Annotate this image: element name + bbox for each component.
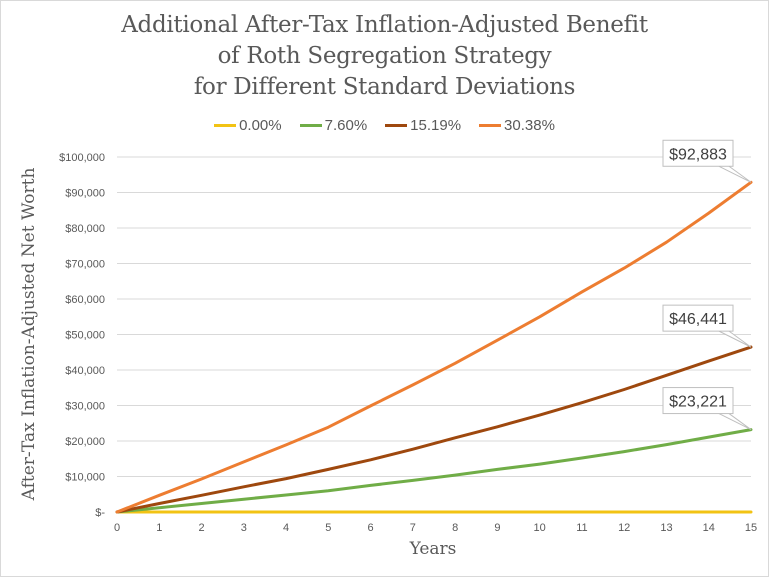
data-label-text: $92,883 — [669, 146, 727, 163]
x-axis-title: Years — [409, 539, 457, 559]
x-tick-label: 6 — [368, 522, 374, 534]
data-label-text: $23,221 — [669, 394, 727, 411]
data-label-callout — [718, 165, 752, 183]
chart-title-line-2: of Roth Segregation Strategy — [217, 43, 552, 69]
data-label-box — [662, 304, 734, 332]
data-label-box — [662, 139, 734, 167]
data-labels: $23,221 $46,441 $92,883 — [662, 139, 752, 431]
y-tick-label: $80,000 — [65, 223, 105, 235]
y-tick-label: $40,000 — [65, 365, 105, 377]
x-tick-label: 7 — [410, 522, 416, 534]
series-line-3 — [115, 180, 753, 514]
data-label-box — [662, 387, 734, 415]
legend-item-2: 15.19% — [385, 117, 461, 134]
data-label-callout — [718, 413, 752, 431]
data-label-2: $46,441 — [662, 304, 752, 348]
x-tick-label: 5 — [325, 522, 331, 534]
y-axis-title: After-Tax Inflation-Adjusted Net Worth — [19, 168, 39, 502]
x-tick-label: 11 — [576, 522, 587, 534]
y-tick-label: $70,000 — [65, 259, 105, 271]
x-tick-label: 3 — [241, 522, 247, 534]
legend-label-2: 15.19% — [410, 117, 462, 134]
chart-title-line-1: Additional After-Tax Inflation-Adjusted … — [121, 12, 648, 38]
series-line-2 — [115, 345, 753, 514]
x-tick-label: 15 — [745, 522, 757, 534]
legend-swatch-0 — [214, 124, 237, 127]
gridlines — [117, 156, 751, 477]
x-axis-ticks: 0 1 2 3 4 5 6 7 8 9 10 11 12 13 14 15 — [114, 522, 757, 534]
data-label-callout — [718, 330, 752, 348]
series-line-1 — [115, 428, 753, 514]
y-tick-label: $30,000 — [65, 401, 105, 413]
legend-item-1: 7.60% — [299, 117, 368, 134]
y-tick-label: $60,000 — [65, 294, 105, 306]
x-tick-label: 14 — [703, 522, 715, 534]
x-tick-label: 2 — [198, 522, 204, 534]
data-label-text: $46,441 — [669, 311, 727, 328]
legend-swatch-2 — [385, 124, 408, 127]
x-tick-label: 0 — [114, 522, 120, 534]
x-tick-label: 13 — [660, 522, 672, 534]
chart-title-line-3: for Different Standard Deviations — [193, 74, 576, 100]
x-tick-label: 12 — [618, 522, 630, 534]
y-tick-label: $10,000 — [65, 472, 105, 484]
x-tick-label: 1 — [156, 522, 162, 534]
y-tick-label: $- — [95, 507, 105, 519]
legend-item-3: 30.38% — [479, 117, 555, 134]
legend-label-0: 0.00% — [239, 117, 282, 134]
x-tick-label: 8 — [452, 522, 458, 534]
series-lines — [115, 180, 753, 514]
x-tick-label: 10 — [534, 522, 546, 534]
y-tick-label: $100,000 — [59, 152, 105, 164]
chart-title: Additional After-Tax Inflation-Adjusted … — [0, 10, 769, 103]
data-label-3: $92,883 — [662, 139, 752, 183]
legend-swatch-1 — [299, 124, 322, 127]
legend-swatch-3 — [479, 124, 502, 127]
legend-item-0: 0.00% — [214, 117, 282, 134]
chart-legend: 0.00% 7.60% 15.19% 30.38% — [0, 117, 769, 134]
data-label-1: $23,221 — [662, 387, 752, 431]
x-tick-label: 9 — [494, 522, 500, 534]
y-tick-label: $20,000 — [65, 436, 105, 448]
y-axis-ticks: $- $10,000 $20,000 $30,000 $40,000 $50,000 $60… — [59, 152, 105, 519]
legend-label-3: 30.38% — [504, 117, 555, 134]
y-tick-label: $50,000 — [65, 330, 105, 342]
legend-label-1: 7.60% — [324, 117, 368, 134]
y-tick-label: $90,000 — [65, 188, 105, 200]
x-tick-label: 4 — [283, 522, 289, 534]
